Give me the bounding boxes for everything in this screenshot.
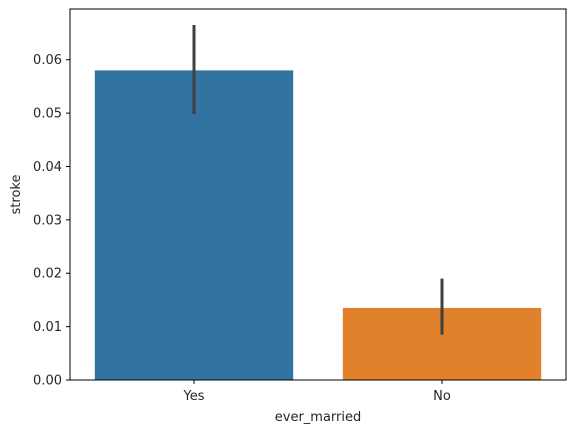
y-tick-label: 0.00	[33, 374, 62, 389]
y-tick-label: 0.05	[33, 107, 62, 122]
bars-group	[94, 70, 542, 380]
y-tick-label: 0.01	[33, 320, 62, 335]
y-tick-label: 0.04	[33, 160, 62, 175]
x-axis: Yes No	[183, 380, 451, 404]
x-tick-label-yes: Yes	[183, 389, 205, 404]
x-tick-label-no: No	[433, 389, 451, 404]
x-axis-label: ever_married	[275, 410, 362, 425]
bar-yes	[94, 70, 294, 380]
y-tick-label: 0.02	[33, 267, 62, 282]
y-tick-label: 0.06	[33, 53, 62, 68]
y-axis: 0.00 0.01 0.02 0.03 0.04 0.05 0.06	[33, 53, 70, 389]
error-bars-group	[192, 25, 444, 335]
y-tick-label: 0.03	[33, 213, 62, 228]
plot-area-frame	[69, 8, 567, 381]
y-axis-label: stroke	[9, 175, 24, 215]
